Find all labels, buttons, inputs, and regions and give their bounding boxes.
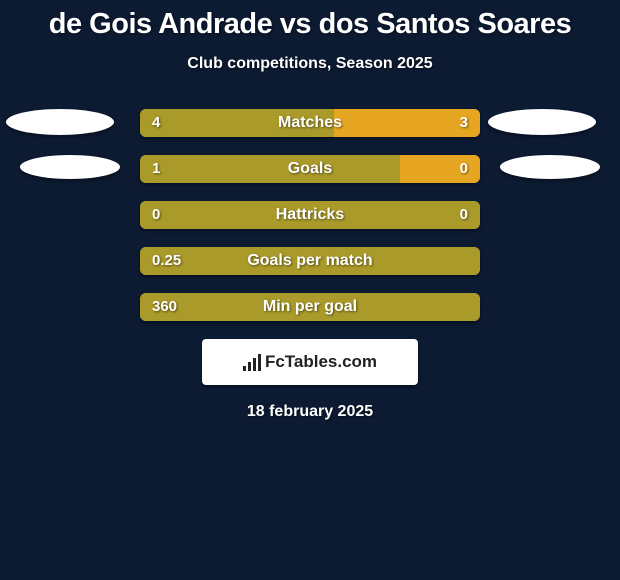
stat-label: Goals per match	[140, 247, 480, 275]
stat-value-right: 3	[460, 109, 468, 137]
logo-box: FcTables.com	[202, 339, 418, 385]
stat-value-left: 0	[152, 201, 160, 229]
page-title: de Gois Andrade vs dos Santos Soares	[0, 0, 620, 41]
stat-value-right: 0	[460, 201, 468, 229]
bar-track: Hattricks0 0	[140, 201, 480, 229]
stat-value-left: 360	[152, 293, 177, 321]
bar-track: Goals per match0.25	[140, 247, 480, 275]
logo-text: FcTables.com	[265, 352, 377, 372]
stat-value-left: 4	[152, 109, 160, 137]
stat-row: Hattricks0 0	[0, 201, 620, 229]
stat-value-right: 0	[460, 155, 468, 183]
stat-label: Matches	[140, 109, 480, 137]
stat-row: Min per goal360	[0, 293, 620, 321]
date-label: 18 february 2025	[0, 403, 620, 421]
subtitle: Club competitions, Season 2025	[0, 55, 620, 73]
stat-row: Goals1 0	[0, 155, 620, 183]
stat-row: Goals per match0.25	[0, 247, 620, 275]
chart-icon	[243, 353, 261, 371]
bar-track: Goals1 0	[140, 155, 480, 183]
stat-label: Goals	[140, 155, 480, 183]
comparison-chart: Matches43Goals10Hattricks00Goals per mat…	[0, 109, 620, 421]
logo: FcTables.com	[243, 352, 377, 372]
stat-value-left: 1	[152, 155, 160, 183]
stat-label: Hattricks	[140, 201, 480, 229]
stat-row: Matches4 3	[0, 109, 620, 137]
bar-track: Matches4 3	[140, 109, 480, 137]
stat-label: Min per goal	[140, 293, 480, 321]
bar-track: Min per goal360	[140, 293, 480, 321]
stat-value-left: 0.25	[152, 247, 181, 275]
